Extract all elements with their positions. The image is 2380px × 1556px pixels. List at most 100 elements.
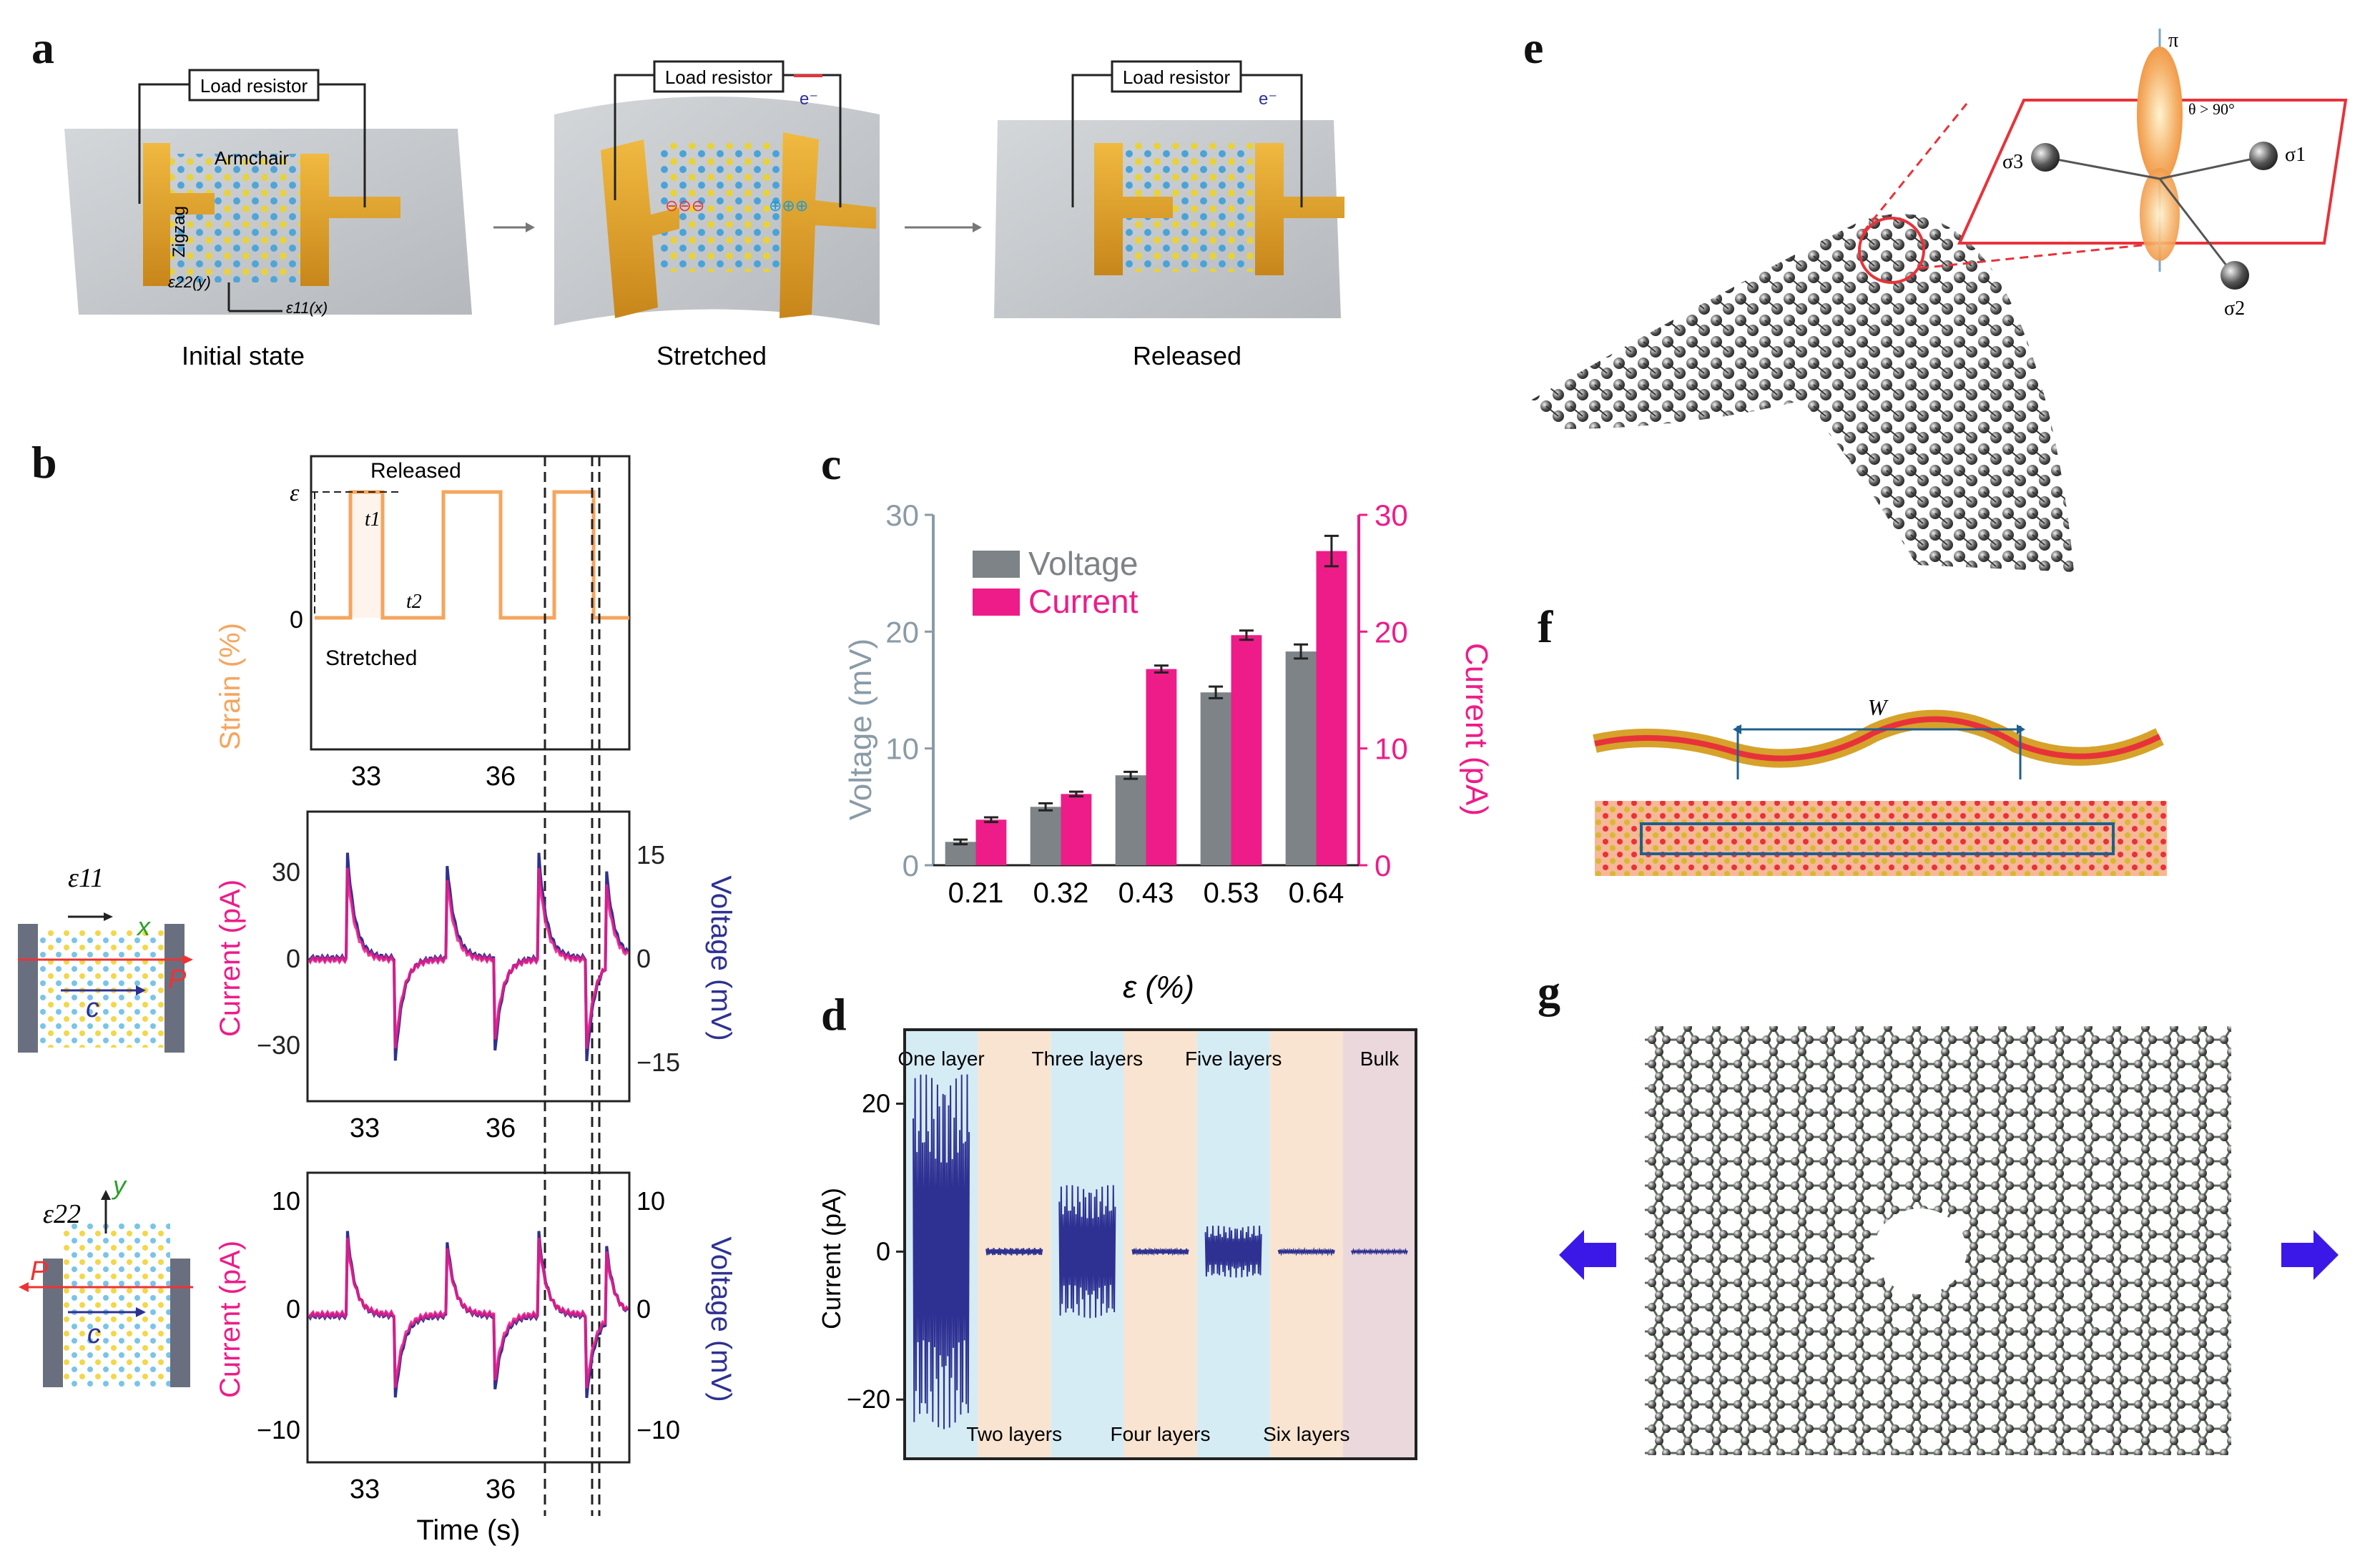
- d-region-label: Six layers: [1263, 1423, 1349, 1445]
- panel-e-curved-graphene: π θ > 90° σ1 σ2 σ3: [1530, 29, 2348, 572]
- panel-g-graphene-hole: [1559, 1026, 2339, 1455]
- strain-axis-label: Strain (%): [215, 623, 246, 750]
- inset-strain-x: ε11 x P c: [18, 863, 193, 1053]
- bot-voltage-tick-10: 10: [636, 1186, 665, 1216]
- strain-eps-label: ε: [290, 480, 300, 506]
- right-arrow-icon: [2281, 1230, 2339, 1280]
- voltage-trace-x: [308, 852, 629, 1061]
- bot-current-tick-m10: −10: [257, 1415, 300, 1444]
- c-bar-voltage: [1200, 692, 1231, 865]
- c-xtick: 0.32: [1033, 877, 1089, 909]
- c-bar-voltage: [1030, 807, 1061, 865]
- c-xlabel: ε (%): [1123, 970, 1194, 1005]
- c-ytick-right: 30: [1375, 498, 1408, 532]
- d-ytick: 0: [876, 1236, 890, 1266]
- released-label: Released: [370, 459, 461, 483]
- bot-voltage-axis-label: Voltage (mV): [705, 1236, 737, 1402]
- d-trace: [913, 1074, 970, 1429]
- bot-current-tick-10: 10: [272, 1186, 300, 1216]
- t2-label: t2: [406, 591, 422, 613]
- sigma3-label: σ3: [2002, 151, 2023, 173]
- d-trace: [985, 1248, 1043, 1256]
- bot-tick-36: 36: [486, 1474, 516, 1505]
- pi-orbital-lobe: [2137, 46, 2183, 182]
- c-ytick-left: 20: [885, 615, 919, 649]
- pos-charge-icon: ⊕⊕⊕: [769, 197, 808, 215]
- c-ylabel-left: Voltage (mV): [843, 639, 878, 820]
- panel-label-d: d: [821, 989, 847, 1040]
- legend-current-swatch: [973, 589, 1020, 616]
- d-region-bg: [978, 1030, 1051, 1459]
- d-region-label: Bulk: [1360, 1048, 1400, 1070]
- inset-x-c: c: [86, 993, 99, 1023]
- inset-y-dir: y: [111, 1171, 127, 1200]
- mid-voltage-tick-0: 0: [636, 944, 651, 973]
- c-bar-voltage: [1285, 651, 1317, 865]
- time-axis-label: Time (s): [416, 1515, 520, 1546]
- zigzag-label: Zigzag: [169, 206, 189, 257]
- neg-charge-icon: ⊖⊖⊖: [665, 197, 704, 215]
- d-trace: [1350, 1248, 1408, 1256]
- current-voltage-plot-x: 30 0 −30 15 0 −15 Current (pA) Voltage (…: [215, 810, 737, 1143]
- electron-label: e⁻: [800, 89, 818, 109]
- state-released: Released: [1133, 341, 1241, 370]
- panel-f-rippled-layer: W: [1593, 694, 2167, 876]
- inset-eps11: ε11: [68, 863, 104, 893]
- inset-y-c: c: [87, 1319, 101, 1349]
- d-ylabel: Current (pA): [817, 1188, 846, 1329]
- bot-current-axis-label: Current (pA): [215, 1241, 246, 1398]
- t1-label: t1: [365, 508, 380, 531]
- mid-voltage-tick-15: 15: [636, 840, 665, 870]
- c-ytick-right: 0: [1375, 849, 1391, 882]
- state-initial: Initial state: [182, 341, 305, 370]
- legend-voltage-swatch: [973, 551, 1020, 578]
- legend-current: Current: [1028, 583, 1139, 620]
- panel-label-b: b: [31, 437, 57, 488]
- substrate-lattice: [1595, 801, 2167, 876]
- c-xtick: 0.21: [948, 877, 1004, 909]
- strain-tick-36: 36: [486, 762, 516, 792]
- c-xtick: 0.53: [1204, 877, 1259, 909]
- c-ytick-right: 10: [1375, 732, 1408, 766]
- panel-a-device-schematic: Load resistor Armchair Zigzag ε22(y) ε11…: [64, 60, 1344, 370]
- eps11-label: ε11(x): [286, 299, 328, 317]
- c-bar-current: [1061, 794, 1092, 865]
- c-bar-current: [1316, 551, 1347, 865]
- panel-b-strain-current-voltage: ε 0 Released Stretched t1 t2 Strain (%) …: [18, 455, 737, 1546]
- inset-x-pol: P: [168, 965, 187, 995]
- bot-current-tick-0: 0: [286, 1294, 300, 1324]
- mid-current-axis-label: Current (pA): [215, 880, 246, 1037]
- inset-y-pol: P: [30, 1256, 49, 1286]
- d-region-bg: [1269, 1030, 1343, 1459]
- d-region-label: Three layers: [1032, 1048, 1144, 1070]
- d-ytick: 20: [862, 1088, 890, 1118]
- armchair-label: Armchair: [215, 147, 289, 169]
- c-ytick-left: 30: [885, 498, 919, 532]
- c-ylabel-right: Current (pA): [1459, 643, 1494, 816]
- mid-current-tick-30: 30: [272, 857, 300, 887]
- d-region-bg: [1342, 1030, 1416, 1459]
- panel-label-g: g: [1538, 966, 1560, 1017]
- graphene-sheet: [1530, 214, 2074, 572]
- d-region-bg: [1123, 1030, 1197, 1459]
- panel-label-c: c: [821, 438, 842, 489]
- c-ytick-left: 10: [885, 732, 919, 766]
- device-released: Load resistor e⁻ Released: [994, 60, 1344, 370]
- c-bar-voltage: [1115, 775, 1146, 865]
- device-initial: Load resistor Armchair Zigzag ε22(y) ε11…: [64, 69, 472, 370]
- panel-label-f: f: [1538, 601, 1553, 652]
- c-xtick: 0.64: [1289, 877, 1344, 909]
- panel-label-e: e: [1523, 22, 1544, 73]
- d-trace: [1058, 1185, 1116, 1319]
- bot-voltage-tick-m10: −10: [636, 1415, 680, 1444]
- mid-voltage-tick-m15: −15: [636, 1048, 680, 1077]
- d-region-label: One layer: [898, 1048, 984, 1070]
- current-voltage-plot-y: 10 0 −10 10 0 −10 Current (pA) Voltage (…: [215, 1171, 737, 1546]
- c-ytick-left: 0: [903, 849, 919, 882]
- device-stretched: ⊖⊖⊖ ⊕⊕⊕ Load resistor e⁻ Stretched: [554, 60, 880, 370]
- d-ytick: −20: [847, 1384, 890, 1414]
- mid-tick-33: 33: [350, 1113, 380, 1143]
- panel-label-a: a: [31, 22, 54, 73]
- c-bar-voltage: [945, 842, 976, 865]
- c-ytick-right: 20: [1375, 615, 1408, 649]
